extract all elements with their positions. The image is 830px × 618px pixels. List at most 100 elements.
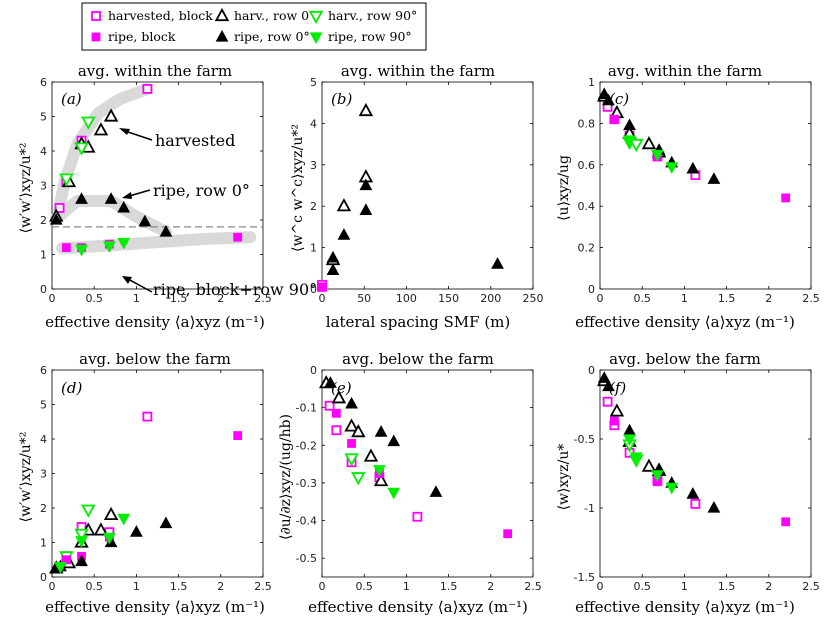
annotation-ripe-row0: ripe, row 0° xyxy=(122,181,250,200)
x-tick-label: 0.5 xyxy=(633,292,651,305)
panel-label-c: (c) xyxy=(609,90,629,108)
x-tick-label: 2.5 xyxy=(802,292,820,305)
y-tick-label: -1.5 xyxy=(574,571,595,584)
legend-entry: harv., row 90° xyxy=(308,8,417,25)
data-point xyxy=(103,108,119,122)
x-tick-label: 2 xyxy=(765,292,772,305)
data-point xyxy=(117,200,131,213)
y-tick-label: 3 xyxy=(40,180,47,193)
data-points xyxy=(49,84,243,257)
data-point xyxy=(326,250,340,263)
data-point xyxy=(707,500,721,513)
data-point xyxy=(103,506,119,520)
x-tick-label: 2.5 xyxy=(254,292,272,305)
data-point xyxy=(347,438,356,448)
x-tick-label: 50 xyxy=(357,292,371,305)
data-point xyxy=(54,562,67,574)
x-tick-label: 0 xyxy=(319,292,326,305)
data-point xyxy=(665,482,679,495)
data-point xyxy=(781,193,791,203)
data-point xyxy=(351,472,366,486)
data-point xyxy=(623,434,636,447)
panel-f: 0 0.5 1 1.5 2 2.5 0 -0.5 -1 -1.5 xyxy=(574,364,820,593)
data-point xyxy=(373,472,389,487)
y-tick-label: 5 xyxy=(40,399,47,412)
legend-label: harvested, block xyxy=(108,8,213,23)
panel-c: 0 0.5 1 1.5 2 2.5 0 0.2 0.4 0.6 0.8 1 xyxy=(578,76,820,305)
y-tick-label: 6 xyxy=(40,364,47,377)
data-point xyxy=(651,470,664,482)
data-point xyxy=(331,425,342,436)
y-tick-label: 6 xyxy=(40,76,47,89)
y-tick-label: 4 xyxy=(40,433,47,446)
title-b: avg. within the farm xyxy=(341,62,495,80)
y-tick-label: -0.1 xyxy=(296,402,317,415)
data-point xyxy=(358,102,374,117)
y-tick-label: 0.4 xyxy=(578,200,596,213)
data-point xyxy=(597,87,611,100)
x-tick-label: 1 xyxy=(681,292,688,305)
legend-marker xyxy=(214,7,230,22)
y-tick-label: 1 xyxy=(588,76,595,89)
data-point xyxy=(138,214,152,227)
data-point xyxy=(331,390,347,404)
y-tick-label: 0 xyxy=(310,283,317,296)
legend-marker xyxy=(91,11,101,21)
legend-label: harv., row 0° xyxy=(234,8,315,23)
data-point xyxy=(609,403,625,417)
data-point xyxy=(503,529,513,539)
legend-marker xyxy=(91,32,101,42)
legend-label: ripe, row 0° xyxy=(234,29,310,44)
ylabel-b: ⟨w^c w^c⟩xyz/u*² xyxy=(290,124,306,252)
x-tick-label: 0 xyxy=(597,292,604,305)
data-point xyxy=(75,244,88,257)
data-points xyxy=(597,87,791,203)
data-point xyxy=(49,212,63,225)
x-tick-label: 1 xyxy=(133,292,140,305)
x-tick-label: 1.5 xyxy=(718,292,736,305)
data-points xyxy=(319,375,513,539)
data-point xyxy=(75,192,88,204)
y-tick-label: 1 xyxy=(40,537,47,550)
plot-area xyxy=(599,81,812,290)
y-tick-label: 3 xyxy=(310,159,317,172)
data-point xyxy=(117,513,131,526)
data-point xyxy=(602,396,613,407)
xlabel-e: effective density ⟨a⟩xyz (m⁻¹) xyxy=(308,598,528,616)
y-tick-label: 4 xyxy=(310,117,317,130)
x-tick-label: 0.5 xyxy=(85,292,103,305)
data-point xyxy=(373,465,386,477)
x-tick-label: 2 xyxy=(217,580,224,593)
y-tick-label: -0.4 xyxy=(296,515,317,528)
data-point xyxy=(75,536,88,548)
plot-area xyxy=(51,369,264,578)
data-point xyxy=(317,282,327,292)
x-tick-label: 0.5 xyxy=(355,580,373,593)
data-point xyxy=(412,511,423,522)
x-tick-label: 0 xyxy=(319,580,326,593)
panel-label-d: (d) xyxy=(61,379,82,397)
panel-label-e: (e) xyxy=(331,379,352,397)
data-point xyxy=(641,458,657,472)
data-points xyxy=(49,411,243,574)
data-point xyxy=(103,241,116,253)
y-tick-label: 5 xyxy=(310,76,317,89)
data-point xyxy=(93,522,109,536)
data-point xyxy=(623,135,636,147)
x-tick-label: 1.5 xyxy=(170,580,188,593)
x-tick-label: 0 xyxy=(597,580,604,593)
data-point xyxy=(54,203,65,213)
data-point xyxy=(665,162,679,174)
legend-label: harv., row 90° xyxy=(328,8,417,23)
y-tick-label: -1 xyxy=(584,502,595,515)
x-tick-label: 250 xyxy=(523,292,544,305)
data-point xyxy=(359,178,373,191)
trend-band xyxy=(56,231,257,255)
x-tick-label: 2.5 xyxy=(802,580,820,593)
y-tick-label: 0 xyxy=(40,571,47,584)
xlabel-f: effective density ⟨a⟩xyz (m⁻¹) xyxy=(575,598,795,616)
plot-area xyxy=(599,369,812,578)
xlabel-b: lateral spacing SMF (m) xyxy=(326,313,511,331)
y-tick-label: 0 xyxy=(588,283,595,296)
y-tick-label: 0 xyxy=(40,283,47,296)
